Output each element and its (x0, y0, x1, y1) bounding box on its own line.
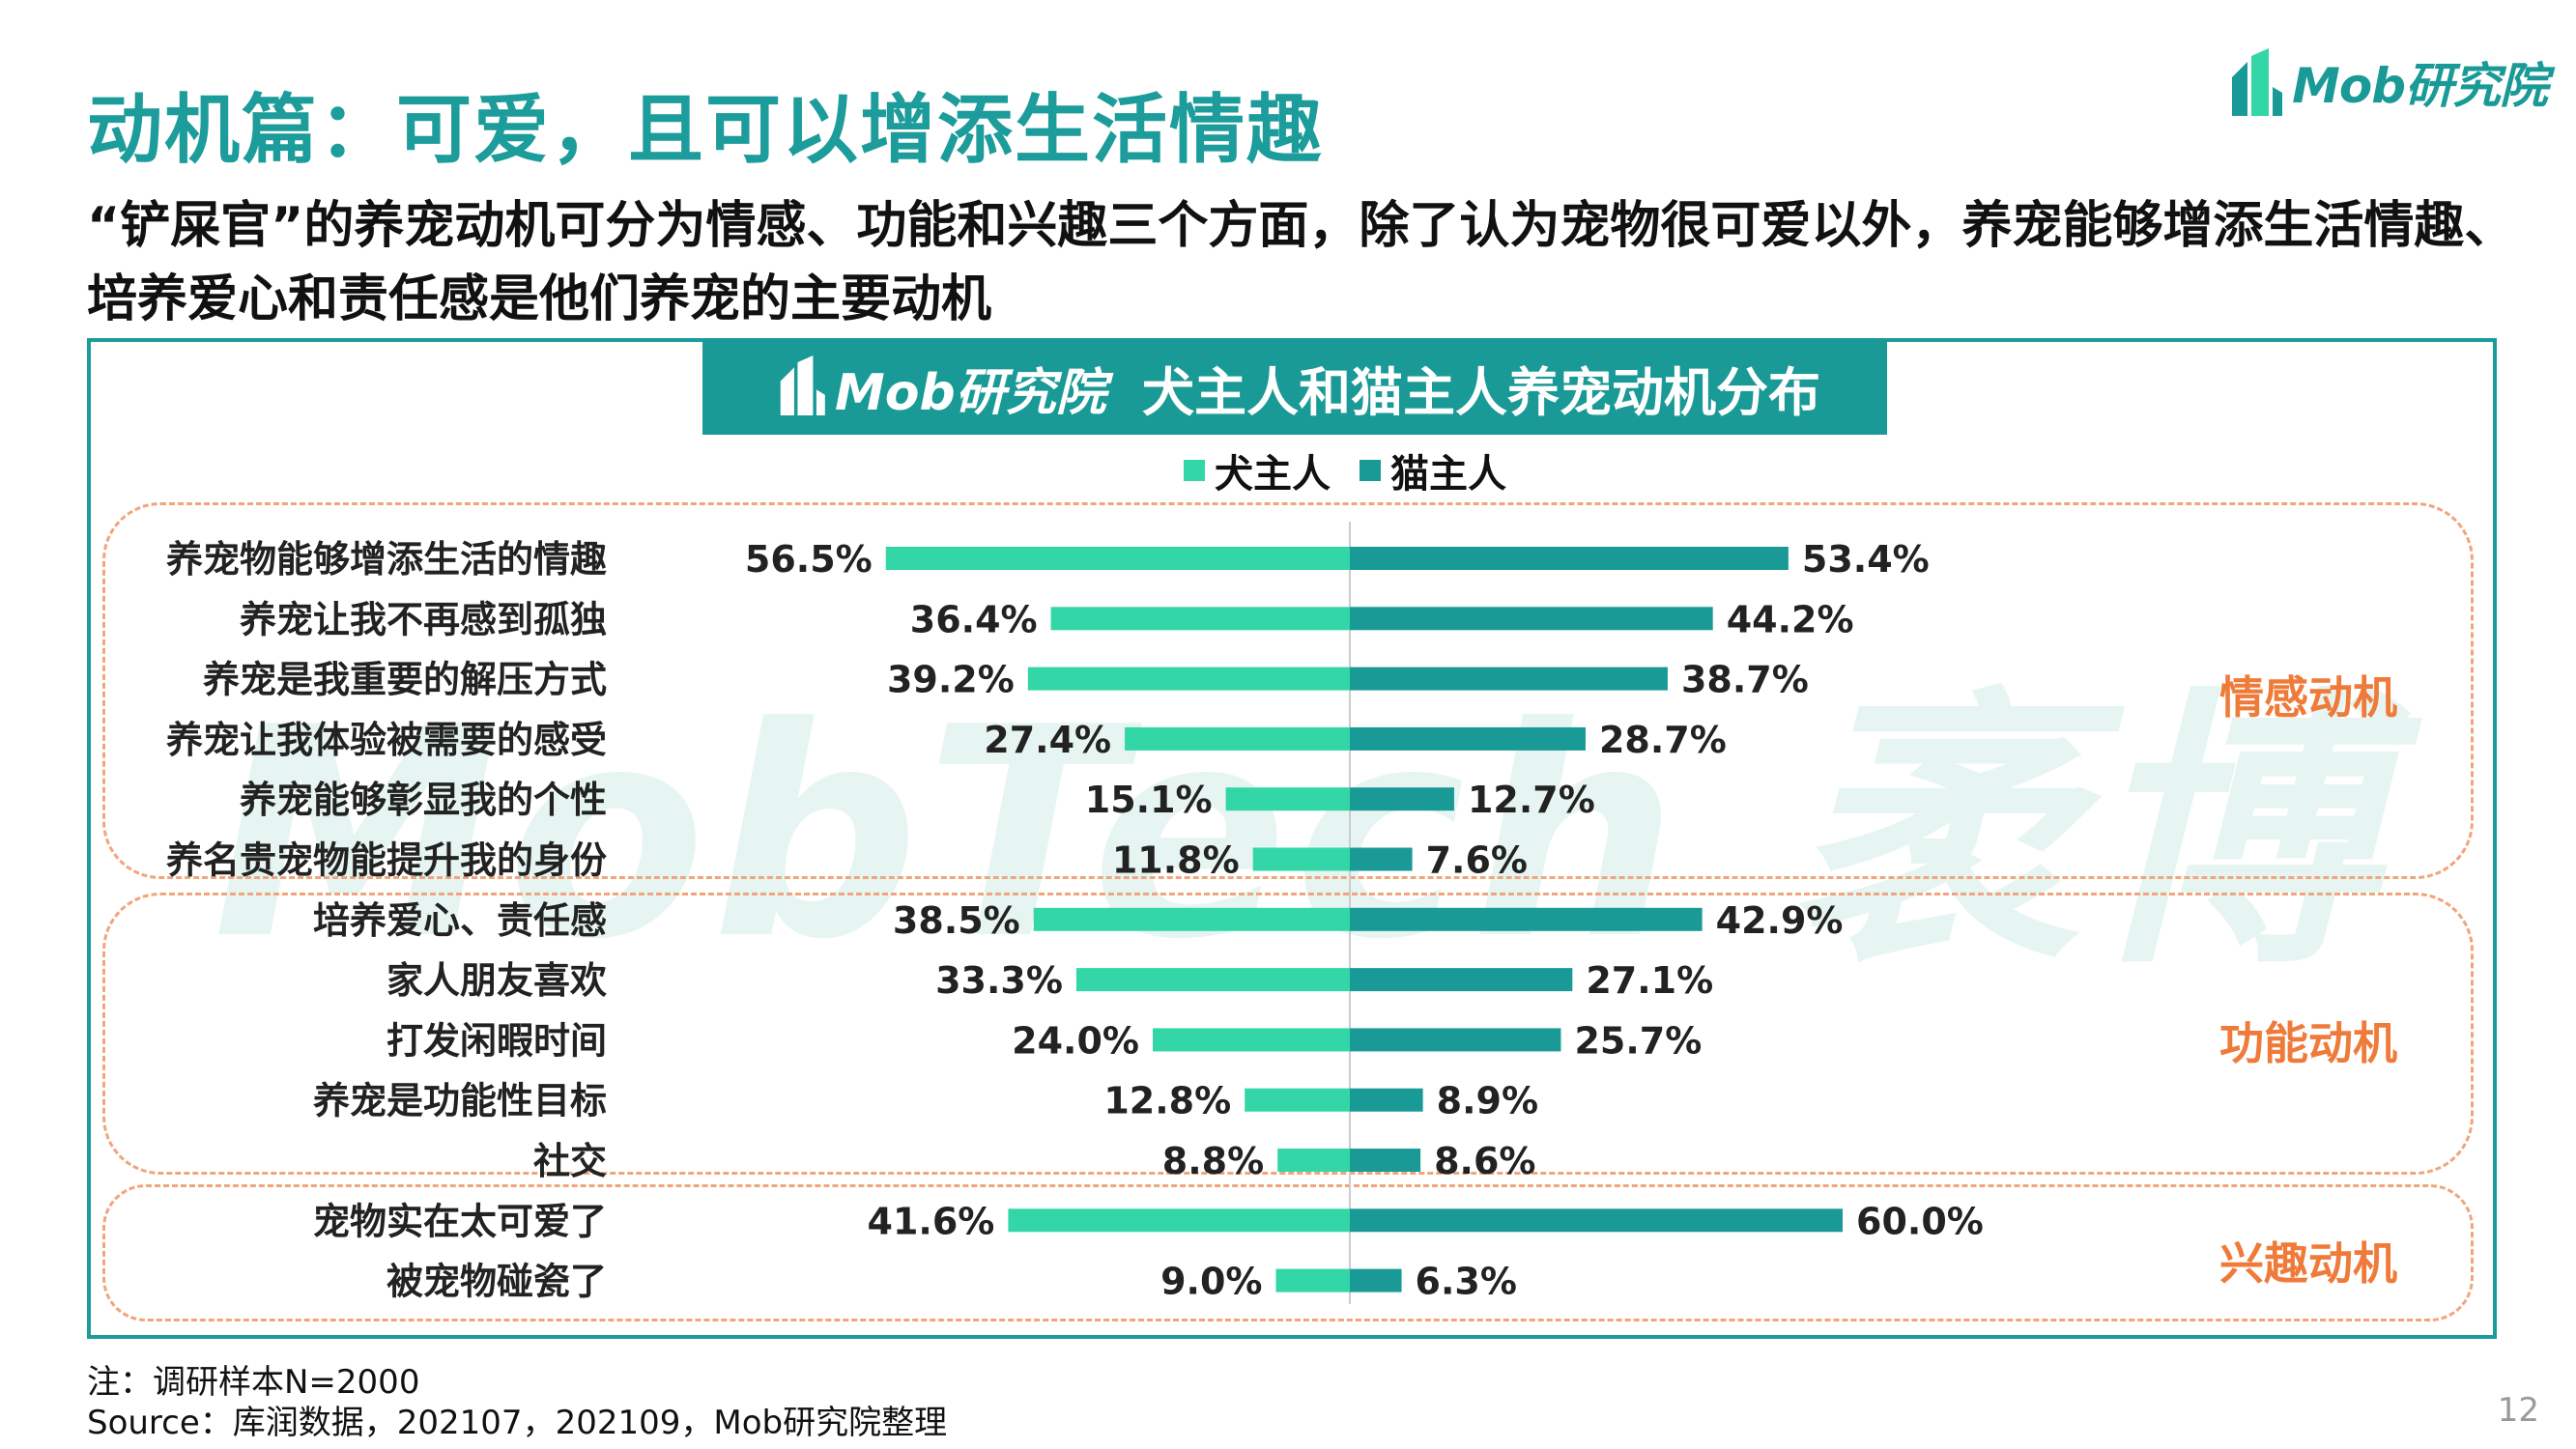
data-label-dog: 11.8% (1112, 839, 1240, 882)
chart-header-logo: Mob研究院 (775, 352, 1123, 424)
bar-dog (1245, 1088, 1350, 1112)
data-label-dog: 36.4% (910, 598, 1038, 640)
group-box-emotional (102, 502, 2474, 879)
bar-dog (1275, 1268, 1350, 1293)
bar-cat (1350, 1268, 1402, 1293)
chart-title: 犬主人和猫主人养宠动机分布 (1142, 361, 1820, 423)
data-label-cat: 42.9% (1716, 899, 1844, 942)
category-label: 养宠让我不再感到孤独 (240, 598, 607, 640)
page-title: 动机篇：可爱，且可以增添生活情趣 (87, 87, 1325, 174)
data-label-cat: 25.7% (1574, 1019, 1702, 1062)
bar-dog (1225, 787, 1350, 811)
category-label: 养名贵宠物能提升我的身份 (166, 839, 607, 882)
category-label: 养宠让我体验被需要的感受 (166, 719, 607, 761)
bar-dog (885, 547, 1350, 570)
category-label: 养宠物能够增添生活的情趣 (166, 538, 607, 581)
bar-dog (1252, 847, 1350, 871)
data-label-dog: 38.5% (893, 899, 1020, 942)
data-label-dog: 41.6% (868, 1200, 995, 1242)
data-label-cat: 60.0% (1856, 1200, 1984, 1242)
footnote-sample: 注：调研样本N=2000 (87, 1363, 420, 1402)
legend-item-dog: 犬主人 (1184, 442, 1331, 498)
bar-dog (1277, 1149, 1350, 1172)
footnote: 注：调研样本N=2000 Source：库润数据，202107，202109，M… (87, 1362, 947, 1443)
data-label-dog: 12.8% (1103, 1080, 1231, 1122)
group-box-functional (102, 893, 2474, 1175)
mob-logo-icon (775, 355, 827, 419)
group-label-emotional: 情感动机 (2219, 671, 2397, 724)
brand-logo: Mob研究院 (2226, 39, 2548, 126)
data-label-dog: 39.2% (887, 659, 1015, 701)
bar-cat (1350, 1208, 1843, 1233)
legend-label-dog: 犬主人 (1215, 452, 1331, 497)
bar-dog (1033, 907, 1350, 931)
group-label-interest: 兴趣动机 (2219, 1237, 2397, 1290)
data-label-dog: 24.0% (1012, 1019, 1139, 1062)
data-label-dog: 33.3% (935, 959, 1063, 1002)
bar-cat (1350, 547, 1789, 570)
chart-header-brand: Mob研究院 (835, 363, 1106, 422)
chart-legend: 犬主人 猫主人 (1184, 442, 1506, 498)
bar-dog (1050, 607, 1350, 631)
bar-dog (1008, 1208, 1350, 1233)
legend-label-cat: 猫主人 (1390, 452, 1506, 497)
category-label: 养宠能够彰显我的个性 (240, 779, 607, 821)
bar-cat (1350, 1149, 1421, 1172)
group-label-functional: 功能动机 (2219, 1017, 2397, 1069)
bar-cat (1350, 667, 1668, 691)
page-subtitle: “铲屎官”的养宠动机可分为情感、功能和兴趣三个方面，除了认为宠物很可爱以外，养宠… (87, 197, 2515, 328)
category-label: 家人朋友喜欢 (386, 959, 607, 1002)
data-label-dog: 15.1% (1085, 779, 1213, 821)
bar-cat (1350, 726, 1586, 751)
bar-dog (1027, 667, 1350, 691)
footnote-source: Source：库润数据，202107，202109，Mob研究院整理 (87, 1404, 948, 1442)
data-label-dog: 8.8% (1162, 1140, 1264, 1182)
data-label-dog: 9.0% (1160, 1261, 1262, 1303)
category-label: 养宠是我重要的解压方式 (203, 659, 607, 701)
data-label-dog: 27.4% (984, 719, 1111, 761)
bar-dog (1153, 1028, 1350, 1052)
category-label: 被宠物碰瓷了 (386, 1261, 607, 1303)
data-label-cat: 27.1% (1586, 959, 1713, 1002)
bar-dog (1125, 726, 1350, 751)
data-label-cat: 7.6% (1426, 839, 1528, 882)
category-label: 养宠是功能性目标 (313, 1080, 607, 1122)
data-label-cat: 44.2% (1727, 598, 1854, 640)
legend-swatch-cat (1360, 460, 1381, 481)
bar-cat (1350, 847, 1413, 871)
category-label: 培养爱心、责任感 (313, 899, 607, 942)
bar-cat (1350, 907, 1703, 931)
page-number: 12 (2497, 1391, 2539, 1430)
legend-item-cat: 猫主人 (1360, 442, 1506, 498)
legend-swatch-dog (1184, 460, 1205, 481)
data-label-cat: 38.7% (1681, 659, 1809, 701)
bar-cat (1350, 607, 1713, 631)
bar-cat (1350, 968, 1573, 992)
bar-dog (1075, 968, 1350, 992)
data-label-cat: 28.7% (1599, 719, 1727, 761)
category-label: 宠物实在太可爱了 (313, 1200, 607, 1242)
data-label-cat: 8.6% (1434, 1140, 1535, 1182)
data-label-cat: 53.4% (1802, 538, 1930, 581)
brand-name: Mob研究院 (2292, 58, 2548, 114)
data-label-cat: 12.7% (1468, 779, 1595, 821)
group-box-interest (102, 1184, 2474, 1321)
category-label: 打发闲暇时间 (386, 1019, 607, 1062)
bar-cat (1350, 1088, 1423, 1112)
data-label-cat: 6.3% (1416, 1261, 1517, 1303)
data-label-dog: 56.5% (745, 538, 873, 581)
bar-cat (1350, 1028, 1561, 1052)
data-label-cat: 8.9% (1437, 1080, 1538, 1122)
mob-logo-icon (2226, 48, 2284, 116)
bar-cat (1350, 787, 1454, 811)
category-label: 社交 (533, 1140, 607, 1182)
chart-header: Mob研究院 犬主人和猫主人养宠动机分布 (702, 340, 1887, 435)
